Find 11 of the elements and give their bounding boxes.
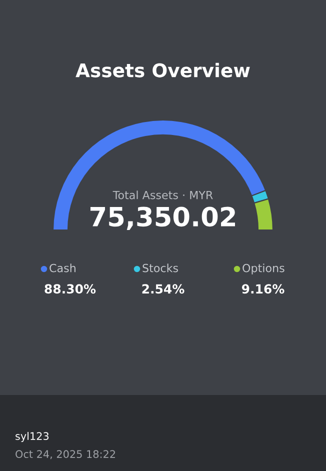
chart-title: Assets Overview (76, 62, 250, 78)
legend-label: Options (242, 264, 284, 274)
text: Oct 24, 2025 18:22 (16, 450, 115, 460)
text: 75,350.02 (90, 206, 235, 230)
legend-label: Stocks (142, 264, 178, 272)
text: Total Assets · MYR (112, 190, 213, 200)
data-label: 88.30% (44, 284, 96, 294)
data-label: 9.16% (242, 284, 284, 294)
legend-label: Cash (50, 264, 76, 272)
text: syl123 (16, 432, 49, 442)
data-label: 2.54% (142, 284, 184, 294)
